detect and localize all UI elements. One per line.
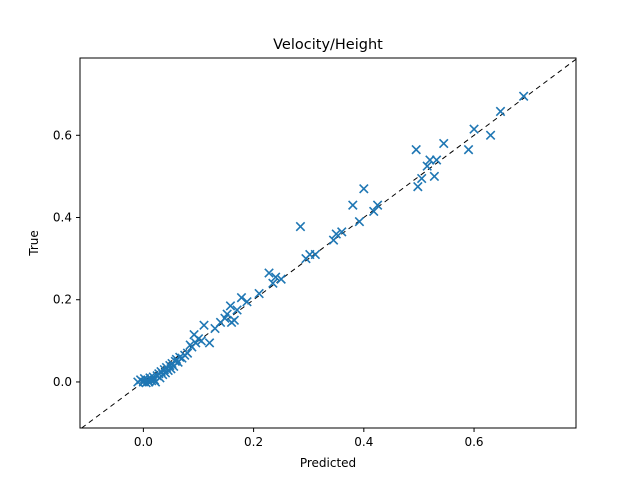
data-point xyxy=(328,235,339,245)
data-point xyxy=(242,297,252,307)
y-tick-label: 0.2 xyxy=(53,293,72,307)
data-point xyxy=(190,338,201,348)
x-axis: 0.0 0.2 0.4 0.6 xyxy=(134,428,484,449)
data-point xyxy=(229,315,240,326)
x-tick-label: 0.0 xyxy=(134,435,153,449)
data-point xyxy=(199,320,209,330)
y-tick-label: 0.4 xyxy=(53,211,72,225)
y-axis-label: True xyxy=(27,230,41,257)
data-point xyxy=(416,173,427,184)
chart-title: Velocity/Height xyxy=(273,37,383,53)
x-tick-label: 0.6 xyxy=(464,435,483,449)
data-point xyxy=(368,206,379,217)
y-tick-label: 0.6 xyxy=(53,128,72,142)
data-point xyxy=(254,288,264,299)
data-point xyxy=(359,183,369,194)
data-points-layer xyxy=(133,91,529,388)
x-axis-label: Predicted xyxy=(300,456,356,470)
data-point xyxy=(438,138,449,149)
data-point xyxy=(469,124,479,134)
data-point xyxy=(174,352,185,363)
x-tick-label: 0.4 xyxy=(354,435,373,449)
data-point xyxy=(182,348,193,358)
data-point xyxy=(429,171,440,182)
x-tick-label: 0.2 xyxy=(244,435,263,449)
y-axis: 0.0 0.2 0.4 0.6 xyxy=(53,128,80,389)
data-point xyxy=(518,91,529,101)
data-point xyxy=(337,227,347,237)
data-point xyxy=(310,249,321,260)
data-point xyxy=(495,106,506,117)
data-point xyxy=(225,301,236,311)
data-point xyxy=(204,338,215,348)
data-point xyxy=(413,181,423,192)
plot-area-frame xyxy=(79,57,577,429)
data-point xyxy=(485,130,496,141)
data-point xyxy=(236,292,247,303)
data-point xyxy=(295,221,306,232)
data-point xyxy=(463,144,474,155)
data-point xyxy=(411,144,421,155)
data-point xyxy=(270,272,281,282)
data-point xyxy=(331,229,342,239)
data-point xyxy=(431,155,442,165)
data-point xyxy=(196,336,207,346)
data-point xyxy=(268,278,278,289)
y-tick-label: 0.0 xyxy=(53,375,72,389)
data-point xyxy=(276,274,286,284)
data-point xyxy=(232,305,242,315)
data-point xyxy=(422,161,432,171)
data-point xyxy=(348,200,358,210)
data-point xyxy=(354,216,365,227)
data-point xyxy=(264,268,274,278)
data-point xyxy=(372,200,383,210)
